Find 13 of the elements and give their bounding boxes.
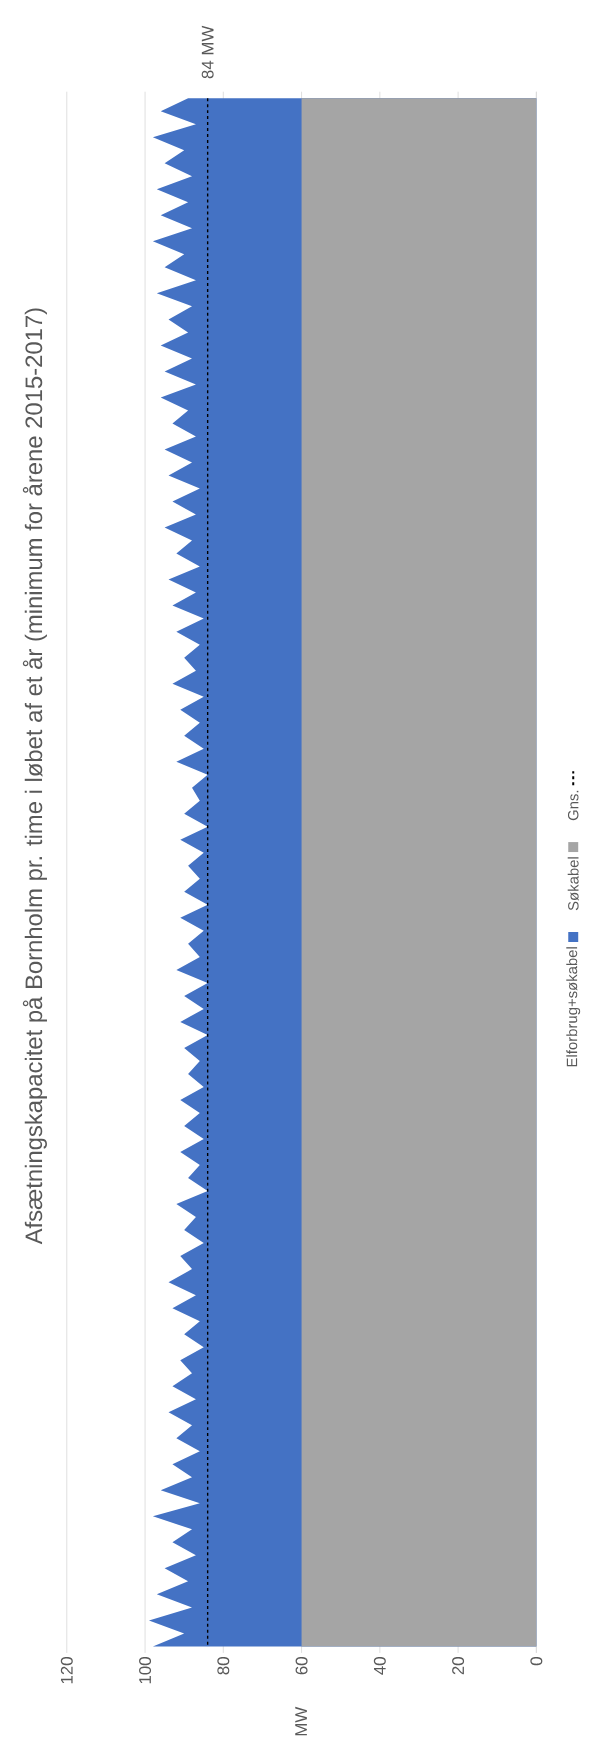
x-tick-label: 20 [452,1657,464,1675]
x-tick-label: 120 [60,1657,73,1684]
legend-label: Gns. [567,790,579,821]
y-axis-title: MW [295,1706,307,1736]
x-tick-label: 0 [530,1657,543,1666]
legend-label: Elforbrug+søkabel [566,947,581,1067]
text: Afsætningskapacitet på Bornholm pr. time i løbet af et år (minimum for årene 2015-2017) [22,308,47,1245]
x-tick-label: 60 [295,1657,308,1675]
x-tick-label: 80 [217,1657,230,1675]
x-tick-label: 100 [138,1657,151,1684]
x-tick-label: 40 [373,1657,386,1675]
legend-label: Søkabel [567,857,579,911]
data-label: 84 MW [201,25,214,79]
